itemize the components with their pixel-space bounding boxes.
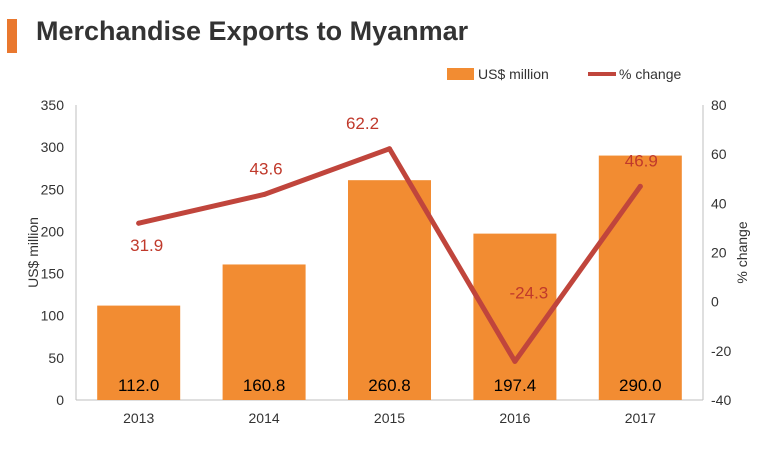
line-value-label: 31.9: [130, 236, 163, 255]
title-accent-bar: [7, 19, 17, 53]
y-right-tick-label: 0: [711, 294, 719, 310]
y-right-tick-label: -20: [711, 343, 731, 359]
bar: [598, 155, 682, 400]
bar-value-label: 160.8: [243, 376, 286, 395]
bar: [348, 180, 431, 400]
line-point: [387, 146, 392, 152]
bar-value-label: 290.0: [619, 376, 662, 395]
line-point: [637, 183, 643, 189]
y-right-tick-label: 80: [711, 97, 727, 113]
x-tick-label: 2017: [625, 410, 656, 426]
bar-value-label: 112.0: [118, 376, 159, 395]
line-point: [512, 358, 518, 364]
y-tick-label: 0: [56, 392, 64, 408]
line-point: [136, 220, 142, 226]
y-tick-label: 350: [41, 97, 65, 113]
y-tick-label: 200: [41, 223, 65, 239]
bar: [97, 305, 181, 400]
y-right-tick-label: 20: [711, 245, 727, 261]
legend-label-us-million: US$ million: [478, 66, 549, 82]
page-title: Merchandise Exports to Myanmar: [36, 16, 469, 46]
line-value-label: 62.2: [346, 114, 379, 133]
line-value-label: 46.9: [625, 151, 658, 170]
y-right-tick-label: -40: [711, 392, 731, 408]
x-tick-label: 2016: [499, 410, 530, 426]
line-value-label: -24.3: [510, 283, 549, 302]
legend-label-pct-change: % change: [619, 66, 681, 82]
legend-bar-swatch: [447, 68, 474, 80]
y-right-axis-title: % change: [734, 221, 750, 283]
bar-value-label: 197.4: [494, 376, 537, 395]
line-value-label: 43.6: [250, 159, 283, 178]
x-tick-label: 2013: [123, 410, 154, 426]
bar: [222, 264, 306, 400]
y-tick-label: 50: [48, 350, 64, 366]
y-right-tick-label: 60: [711, 146, 727, 162]
y-tick-label: 250: [41, 181, 65, 197]
line-point: [261, 191, 267, 197]
y-right-tick-label: 40: [711, 195, 727, 211]
x-tick-label: 2014: [249, 410, 280, 426]
y-tick-label: 100: [41, 308, 65, 324]
y-tick-label: 300: [41, 139, 65, 155]
y-axis-title: US$ million: [25, 217, 41, 288]
x-tick-label: 2015: [374, 410, 405, 426]
bar-value-label: 260.8: [368, 376, 411, 395]
y-tick-label: 150: [41, 266, 65, 282]
